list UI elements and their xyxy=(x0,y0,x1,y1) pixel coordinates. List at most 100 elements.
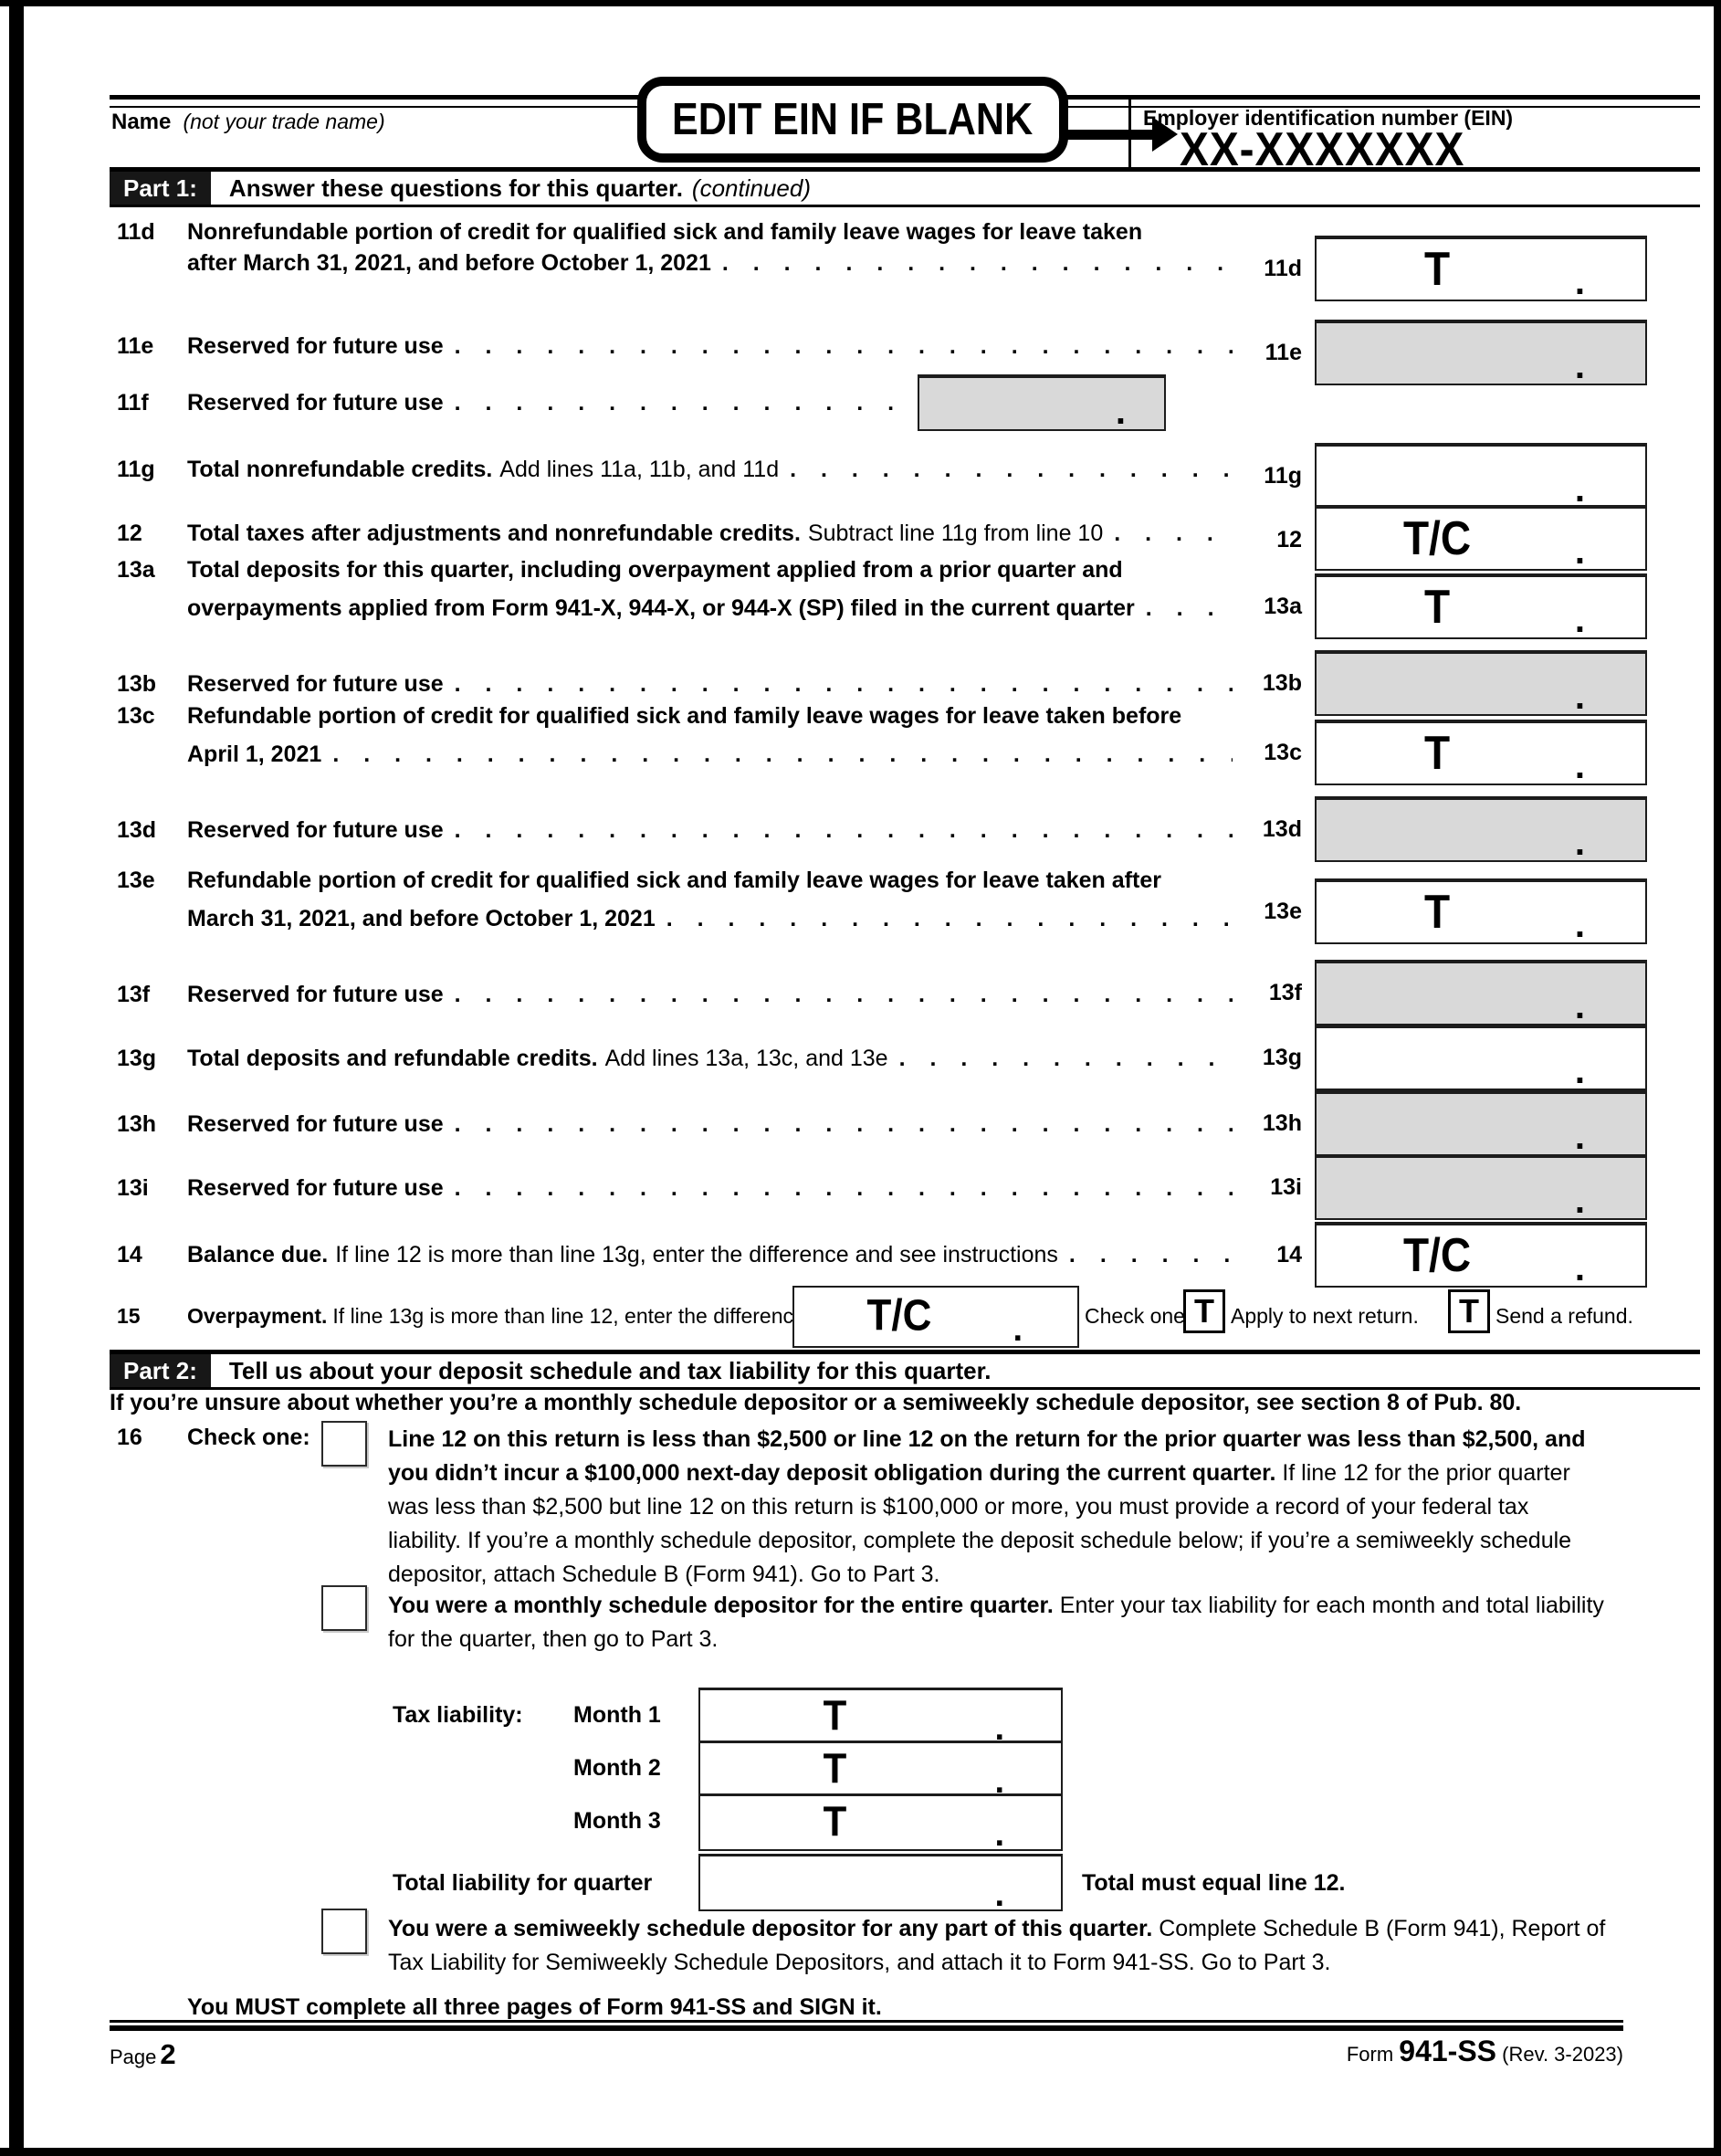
field-marker: T xyxy=(1423,884,1451,939)
part2-label: Part 2: xyxy=(110,1354,211,1387)
line-number: 11f xyxy=(117,390,149,415)
month3-label: Month 3 xyxy=(573,1808,661,1834)
arrow-head-icon xyxy=(1152,117,1178,152)
amount-box-14[interactable]: T/C . xyxy=(1315,1222,1647,1288)
decimal-point: . xyxy=(1574,1248,1585,1288)
amount-box-12[interactable]: T/C . xyxy=(1315,505,1647,571)
form-line-13a-cont: overpayments applied from Form 941-X, 94… xyxy=(187,594,1233,623)
box-number-13e: 13e xyxy=(1264,899,1302,924)
form-line-13e: 13e Refundable portion of credit for qua… xyxy=(117,868,1161,893)
line-number: 14 xyxy=(117,1242,142,1267)
dotted-leader: . . . . . . . . . . . . . . . . . . . . … xyxy=(790,457,1233,482)
decimal-point: . xyxy=(1574,677,1585,717)
field-marker: T/C xyxy=(1402,510,1472,565)
form-line-11e: 11e Reserved for future use . . . . . . … xyxy=(117,331,1233,361)
scan-border-right xyxy=(1714,0,1721,2156)
part2-title: Tell us about your deposit schedule and … xyxy=(228,1356,992,1384)
checkbox-apply-to-next-return[interactable]: T xyxy=(1183,1289,1225,1333)
box-number-13i: 13i xyxy=(1270,1174,1302,1200)
box-number-13a: 13a xyxy=(1264,594,1302,619)
part2-bar: Part 2: Tell us about your deposit sched… xyxy=(110,1350,1700,1390)
form-line-11g: 11g Total nonrefundable credits. Add lin… xyxy=(117,455,1233,484)
amount-box-11f: . xyxy=(918,374,1166,431)
form-line-11f: 11f Reserved for future use . . . . . . … xyxy=(117,388,908,417)
line-number: 15 xyxy=(117,1304,141,1328)
checkbox-marker: T xyxy=(1194,1292,1214,1330)
total-liability-label: Total liability for quarter xyxy=(393,1870,653,1896)
scan-border-bottom xyxy=(0,2148,1721,2156)
amount-box-13e[interactable]: T . xyxy=(1315,878,1647,944)
month1-box[interactable]: T . xyxy=(698,1688,1063,1746)
must-complete-note: You MUST complete all three pages of For… xyxy=(187,1994,882,2020)
amount-box-13i: . xyxy=(1315,1154,1647,1220)
amount-box-11e: . xyxy=(1315,320,1647,385)
form-line-11d: 11d Nonrefundable portion of credit for … xyxy=(117,219,1143,245)
checkbox-send-refund[interactable]: T xyxy=(1448,1289,1490,1333)
form-line-13d: 13d Reserved for future use . . . . . . … xyxy=(117,815,1233,845)
scan-border-left xyxy=(9,0,24,2156)
footer-rule-thin xyxy=(110,2020,1623,2023)
box-number-11d: 11d xyxy=(1264,256,1302,281)
dotted-leader: . . . . . . . . . . . . . . . . . . . . … xyxy=(1068,1242,1233,1267)
amount-box-13a[interactable]: T . xyxy=(1315,573,1647,639)
name-label-bold: Name xyxy=(111,110,172,134)
form-line-13b: 13b Reserved for future use . . . . . . … xyxy=(117,669,1233,699)
amount-box-13g[interactable]: . xyxy=(1315,1025,1647,1090)
amount-box-13b: . xyxy=(1315,650,1647,716)
checkbox-line12-under-2500[interactable] xyxy=(321,1421,367,1467)
dotted-leader: . . . . . . . . . . . . . . . . . . . . … xyxy=(454,1175,1233,1201)
month2-box[interactable]: T . xyxy=(698,1741,1063,1799)
field-marker: T xyxy=(823,1744,847,1793)
decimal-point: . xyxy=(1574,823,1585,863)
form-line-13c-cont: April 1, 2021 . . . . . . . . . . . . . … xyxy=(187,740,1233,769)
form-line-15: 15 Overpayment. If line 13g is more than… xyxy=(117,1304,797,1328)
amount-box-15[interactable]: T/C . xyxy=(792,1286,1079,1348)
arrow-right-icon xyxy=(1065,130,1156,140)
box-number-13f: 13f xyxy=(1268,980,1302,1005)
ein-label: Employer identification number (EIN) xyxy=(1143,106,1514,130)
decimal-point: . xyxy=(1574,1051,1585,1091)
amount-box-11g[interactable]: . xyxy=(1315,443,1647,509)
box-number-11g: 11g xyxy=(1264,463,1302,489)
line-number: 11d xyxy=(117,219,155,245)
scan-border-top xyxy=(0,0,1721,6)
decimal-point: . xyxy=(1574,1181,1585,1221)
form-line-13i: 13i Reserved for future use . . . . . . … xyxy=(117,1173,1233,1203)
line-number: 12 xyxy=(117,521,142,546)
field-marker: T xyxy=(1423,725,1451,780)
checkbox-marker: T xyxy=(1459,1292,1479,1330)
box-number-13b: 13b xyxy=(1262,670,1302,696)
form-line-13h: 13h Reserved for future use . . . . . . … xyxy=(117,1110,1233,1139)
decimal-point: . xyxy=(1574,986,1585,1026)
field-marker: T xyxy=(1423,241,1451,296)
checkbox-semiweekly-depositor[interactable] xyxy=(321,1909,367,1954)
part2-intro: If you’re unsure about whether you’re a … xyxy=(110,1390,1522,1415)
decimal-point: . xyxy=(1574,262,1585,302)
checkbox-monthly-depositor[interactable] xyxy=(321,1585,367,1631)
option-monthly-text: You were a monthly schedule depositor fo… xyxy=(388,1593,1604,1652)
amount-box-13d: . xyxy=(1315,796,1647,862)
check-one-label-16: Check one: xyxy=(187,1425,310,1450)
check-one-label: Check one: xyxy=(1085,1304,1191,1328)
option-semiweekly-text: You were a semiweekly schedule depositor… xyxy=(388,1916,1606,1975)
line-number-16: 16 xyxy=(117,1425,142,1450)
total-liability-box[interactable]: . xyxy=(698,1854,1063,1912)
dotted-leader: . . . . . . . . . . . . . . . . . . . . … xyxy=(332,741,1233,767)
part1-label: Part 1: xyxy=(110,172,211,205)
decimal-point: . xyxy=(1115,392,1126,432)
edit-ein-stamp: EDIT EIN IF BLANK xyxy=(637,77,1068,163)
box-number-13g: 13g xyxy=(1262,1045,1302,1070)
footer-rule-thick xyxy=(110,2025,1623,2031)
line-number: 11g xyxy=(117,457,155,482)
amount-box-11d[interactable]: T . xyxy=(1315,236,1647,301)
amount-box-13c[interactable]: T . xyxy=(1315,720,1647,785)
dotted-leader: . . . . . . . . . . . . . . . . . . . . … xyxy=(454,390,908,415)
box-number-13d: 13d xyxy=(1262,816,1302,842)
decimal-point: . xyxy=(1574,346,1585,386)
form-line-13e-cont: March 31, 2021, and before October 1, 20… xyxy=(187,904,1233,933)
form-line-13g: 13g Total deposits and refundable credit… xyxy=(117,1044,1233,1073)
box-number-11e: 11e xyxy=(1265,340,1302,365)
form-line-13c: 13c Refundable portion of credit for qua… xyxy=(117,703,1182,729)
month3-box[interactable]: T . xyxy=(698,1793,1063,1852)
